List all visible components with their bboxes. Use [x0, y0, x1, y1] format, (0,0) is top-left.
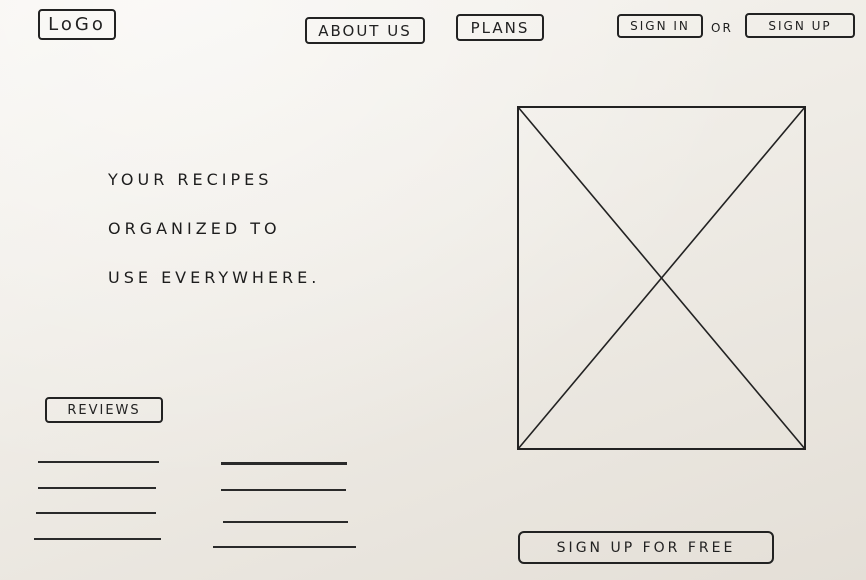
plans-button[interactable]: Plans — [456, 14, 544, 41]
hero-headline-line-1: Your recipes — [108, 170, 273, 189]
auth-or-separator: or — [711, 21, 733, 35]
review-placeholder-line — [221, 462, 347, 465]
hero-headline-line-3: use everywhere. — [108, 268, 321, 287]
reviews-label: Reviews — [45, 397, 163, 423]
sign-in-button[interactable]: Sign in — [617, 14, 703, 38]
review-placeholder-line — [221, 489, 346, 491]
hero-headline-line-2: organized to — [108, 219, 281, 238]
review-placeholder-line — [34, 538, 161, 540]
review-placeholder-line — [38, 487, 156, 489]
about-us-button[interactable]: About us — [305, 17, 425, 44]
sign-up-for-free-button[interactable]: Sign up for free — [518, 531, 774, 564]
review-placeholder-line — [38, 461, 159, 463]
review-placeholder-line — [36, 512, 156, 514]
image-placeholder-icon — [517, 106, 806, 450]
image-placeholder-frame — [517, 106, 806, 450]
image-placeholder-diagonal — [517, 106, 806, 450]
sign-up-button[interactable]: Sign up — [745, 13, 855, 38]
review-placeholder-line — [223, 521, 348, 523]
logo[interactable]: LoGo — [38, 9, 116, 40]
review-placeholder-line — [213, 546, 356, 548]
